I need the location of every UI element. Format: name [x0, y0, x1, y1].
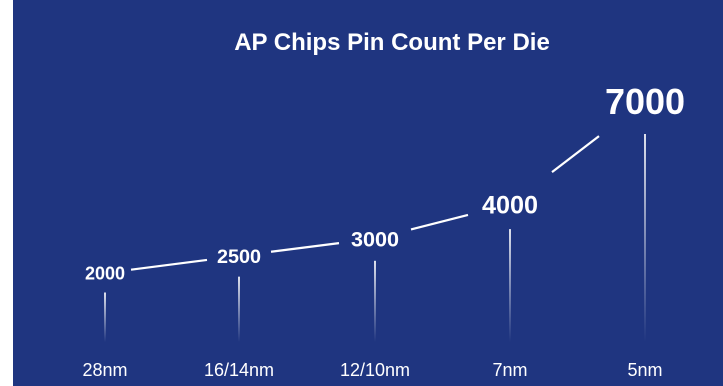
stem-3	[509, 229, 511, 342]
data-label-4: 7000	[605, 81, 685, 122]
stems-group	[104, 134, 646, 342]
line-segment-2	[410, 213, 469, 231]
data-label-0: 2000	[85, 263, 125, 283]
chart-panel: AP Chips Pin Count Per Die 2000 2500 3000 4…	[13, 0, 723, 386]
line-group	[130, 135, 600, 271]
stem-1	[238, 276, 240, 342]
data-label-3: 4000	[482, 191, 538, 219]
line-segment-1	[270, 242, 340, 253]
chart-svg: AP Chips Pin Count Per Die 2000 2500 3000 4…	[82, 29, 685, 380]
x-tick-label-4: 5nm	[627, 360, 662, 380]
chart-title: AP Chips Pin Count Per Die	[234, 29, 550, 56]
x-tick-label-2: 12/10nm	[340, 360, 410, 380]
stem-4	[644, 134, 646, 342]
stem-0	[104, 292, 106, 342]
line-segment-0	[130, 258, 208, 271]
x-tick-label-1: 16/14nm	[204, 360, 274, 380]
x-tick-label-3: 7nm	[492, 360, 527, 380]
stem-2	[374, 260, 376, 342]
line-segment-3	[551, 135, 600, 173]
data-labels-group: 2000 2500 3000 4000 7000	[85, 81, 685, 284]
data-label-2: 3000	[351, 226, 399, 251]
x-axis-labels: 28nm 16/14nm 12/10nm 7nm 5nm	[82, 360, 662, 380]
data-label-1: 2500	[217, 246, 261, 268]
x-tick-label-0: 28nm	[82, 360, 127, 380]
